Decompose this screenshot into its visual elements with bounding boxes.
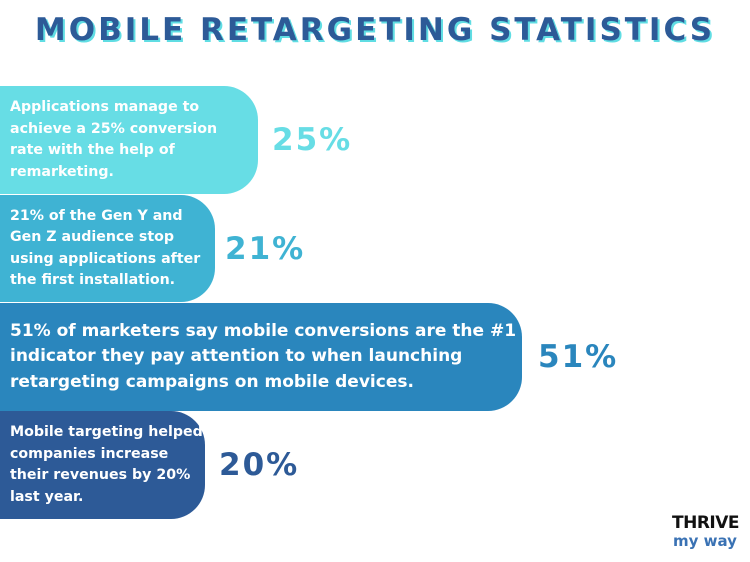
bar-2-text-line: the first installation. <box>10 272 176 288</box>
thrive-my-way-logo: THRIVE my way <box>672 513 740 554</box>
bar-1-text-line: Applications manage to <box>10 99 200 115</box>
logo-top-text: THRIVE <box>672 513 740 533</box>
bar-4-text-line: companies increase <box>10 445 169 462</box>
bar-2-value-label: 21% <box>225 230 306 267</box>
bar-4: Mobile targeting helped companies increas… <box>0 411 205 519</box>
bar-1: Applications manage to achieve a 25% conv… <box>0 86 258 194</box>
bar-4-text: Mobile targeting helped companies increas… <box>10 422 203 508</box>
bar-2-text-line: Gen Z audience stop <box>10 229 175 245</box>
bar-4-text-line: their revenues by 20% <box>10 467 191 483</box>
bar-1-text-line: achieve a 25% conversion <box>10 120 218 137</box>
bar-2: 21% of the Gen Y and Gen Z audience stop u… <box>0 195 215 302</box>
bar-1-text-line: rate with the help of <box>10 142 175 158</box>
bar-3-text-line: retargeting campaigns on mobile devices. <box>10 371 414 392</box>
bar-1-value-label: 25% <box>272 122 353 158</box>
logo-bottom-text: my way <box>673 532 737 550</box>
bar-3-text-line: indicator they pay attention to when lau… <box>10 346 463 367</box>
bar-1-text: Applications manage to achieve a 25% conv… <box>10 97 217 183</box>
bar-3-text-line: 51% of marketers say mobile conversions … <box>10 320 517 341</box>
bar-3-value-label: 51% <box>538 339 619 375</box>
chart-title: MOBILE RETARGETING STATISTICS <box>34 12 716 48</box>
bar-4-text-line: Mobile targeting helped <box>10 424 203 440</box>
bar-2-text-line: using applications after <box>10 250 201 267</box>
bar-4-value-label: 20% <box>219 447 300 483</box>
bar-2-text-line: 21% of the Gen Y and <box>10 207 183 224</box>
bar-3-text: 51% of marketers say mobile conversions … <box>10 319 516 396</box>
bar-3: 51% of marketers say mobile conversions … <box>0 303 522 411</box>
bar-4-text-line: last year. <box>10 488 84 505</box>
bar-1-text-line: remarketing. <box>10 163 114 180</box>
bar-2-text: 21% of the Gen Y and Gen Z audience stop u… <box>10 206 200 292</box>
